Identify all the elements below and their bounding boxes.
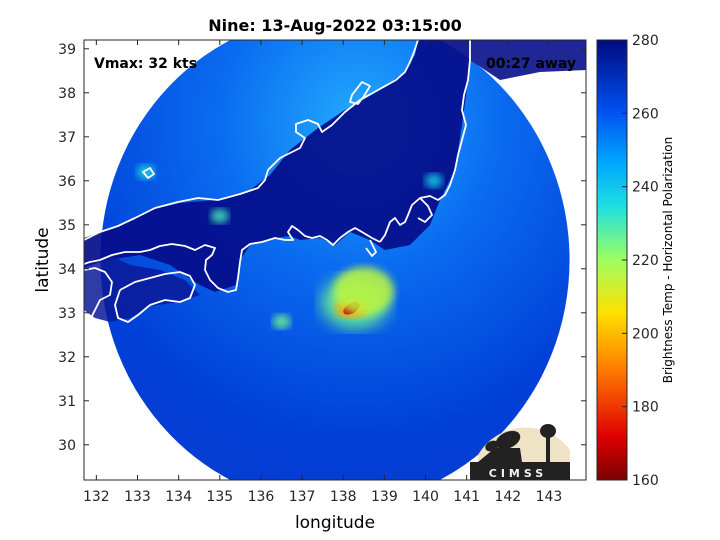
y-tick-label: 35 <box>58 218 76 234</box>
y-tick-label: 33 <box>58 306 76 322</box>
coastline-kyushu <box>84 267 113 323</box>
colorbar-tick-label: 240 <box>632 180 659 196</box>
x-tick-label: 138 <box>330 489 357 505</box>
land-shikoku-kyushu <box>84 255 200 322</box>
convective-cell-1 <box>333 266 394 315</box>
logo-base <box>470 462 570 480</box>
colorbar-tick-label: 220 <box>632 253 659 269</box>
logo-tower-tank <box>540 424 556 438</box>
y-tick-label: 36 <box>58 174 76 190</box>
cimss-logo: CIMSS <box>470 424 570 480</box>
coastline-bay <box>417 197 433 223</box>
colorbar-tick-label: 160 <box>632 473 659 489</box>
x-tick-label: 139 <box>371 489 398 505</box>
colorbar-tick-label: 260 <box>632 106 659 122</box>
x-tick-label: 134 <box>165 489 192 505</box>
coastline-honshu-north <box>84 40 419 241</box>
logo-tower <box>546 436 550 464</box>
logo-building <box>478 448 522 462</box>
coastlines <box>84 40 471 323</box>
x-tick-label: 135 <box>206 489 233 505</box>
x-axis-label: longitude <box>295 513 375 533</box>
logo-dish-icon <box>495 430 521 450</box>
coastline-sado <box>349 81 371 105</box>
convective-cell-3 <box>210 208 229 224</box>
y-tick-label: 34 <box>58 262 76 278</box>
feature-layer <box>136 164 443 329</box>
coastline-izu <box>365 239 377 257</box>
colorbar-label: Brightness Temp - Horizontal Polarizatio… <box>661 137 675 384</box>
land-honshu <box>84 40 470 292</box>
y-tick-label: 31 <box>58 394 76 410</box>
coastline-honshu-east <box>379 40 471 243</box>
land-hokkaido <box>470 40 586 80</box>
plot-frame <box>83 39 587 481</box>
y-tick-label: 37 <box>58 130 76 146</box>
y-axis-label: latitude <box>33 227 53 292</box>
x-tick-label: 141 <box>453 489 480 505</box>
colorbar-tick-label: 180 <box>632 400 659 416</box>
coastline-oki <box>142 167 155 179</box>
x-tick-label: 133 <box>124 489 151 505</box>
x-tick-label: 132 <box>83 489 110 505</box>
x-tick-label: 143 <box>536 489 563 505</box>
x-tick-label: 142 <box>494 489 521 505</box>
logo-text: CIMSS <box>489 467 547 480</box>
y-tick-label: 38 <box>58 86 76 102</box>
vmax-annotation: Vmax: 32 kts <box>94 56 197 72</box>
y-tick-label: 32 <box>58 350 76 366</box>
axis-layer: 132 133 134 135 136 137 138 139 140 141 142 143 30 31… <box>58 40 586 505</box>
colorbar-tick-label: 200 <box>632 326 659 342</box>
x-tick-label: 140 <box>412 489 439 505</box>
coastline-honshu-south <box>84 225 381 293</box>
x-tick-label: 137 <box>289 489 316 505</box>
logo-dish-small-icon <box>485 440 499 452</box>
chart-title: Nine: 13-Aug-2022 03:15:00 <box>208 16 462 35</box>
away-annotation: 00:27 away <box>486 56 576 72</box>
coastline-shikoku <box>114 271 196 323</box>
convective-cell-4 <box>424 173 443 188</box>
colorbar-axis: 160 180 200 220 240 260 280 <box>622 33 659 489</box>
y-tick-label: 30 <box>58 438 76 454</box>
y-tick-label: 39 <box>58 42 76 58</box>
convective-cell-2 <box>272 314 291 329</box>
colorbar-tick-label: 280 <box>632 33 659 49</box>
x-tick-label: 136 <box>248 489 275 505</box>
